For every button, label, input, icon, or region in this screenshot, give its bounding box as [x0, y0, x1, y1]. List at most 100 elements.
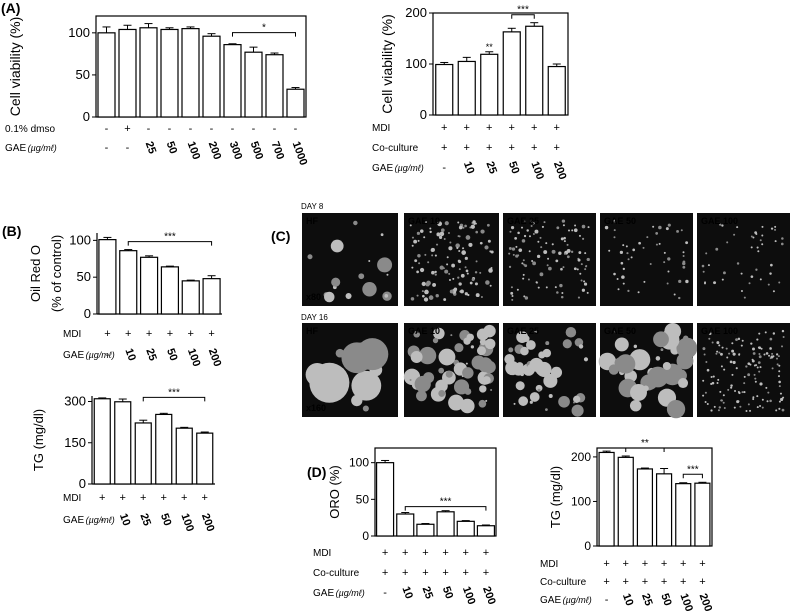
lipid-droplet [459, 290, 462, 293]
lipid-droplet [775, 409, 778, 412]
lipid-droplet [537, 388, 541, 392]
panel-label-c: (C) [271, 228, 290, 244]
lipid-droplet [685, 279, 689, 284]
row-dose: 200 [199, 512, 217, 533]
lipid-droplet [483, 324, 496, 338]
lipid-droplet [476, 346, 486, 356]
bar [636, 468, 654, 547]
lipid-droplet [485, 280, 490, 285]
lipid-droplet [550, 366, 563, 379]
lipid-droplet [523, 220, 526, 223]
lipid-droplet [630, 256, 633, 259]
lipid-droplet [676, 352, 694, 370]
row-label: GAE [5, 143, 26, 154]
lipid-droplet [534, 330, 537, 334]
chart-b-top: 0 50 100 Oil Red O (% of control) *** MDI + + + + +… [28, 232, 223, 369]
lipid-droplet [440, 228, 445, 232]
lipid-droplet [520, 372, 524, 377]
lipid-droplet [539, 236, 542, 239]
lipid-droplet [570, 250, 574, 254]
lipid-droplet [759, 405, 762, 408]
lipid-droplet [613, 330, 616, 333]
lipid-droplet [434, 273, 437, 276]
y-tick-label: 0 [420, 107, 427, 122]
micrograph-panel: DAY 8 DAY 16 HF x80 GAE 10 GAE 25 GAE 50 GAE … [301, 202, 790, 419]
lipid-droplet [756, 338, 759, 341]
lipid-droplet [734, 390, 737, 393]
bar [457, 60, 476, 116]
row-dose: 200 [206, 347, 224, 368]
lipid-droplet [781, 329, 785, 333]
lipid-droplet [715, 352, 718, 355]
lipid-droplet [780, 242, 784, 246]
lipid-droplet [732, 352, 736, 356]
row-dose: 1000 [290, 140, 310, 167]
row-symbol: + [463, 547, 469, 559]
lipid-droplet [443, 298, 447, 302]
lipid-droplet [362, 282, 377, 297]
lipid-droplet [478, 399, 487, 408]
row-label: GAE [63, 350, 84, 361]
bar [160, 28, 179, 118]
lipid-droplet [667, 223, 671, 227]
lipid-droplet [434, 270, 437, 274]
lipid-droplet [708, 337, 711, 340]
lipid-droplet [439, 265, 444, 270]
lipid-droplet [736, 400, 740, 404]
row-symbol: - [105, 142, 109, 154]
lipid-droplet [718, 351, 721, 354]
lipid-droplet [416, 390, 427, 402]
lipid-droplet [754, 380, 757, 383]
lipid-droplet [517, 231, 520, 235]
lipid-droplet [513, 402, 516, 405]
lipid-droplet [414, 373, 419, 379]
lipid-droplet [666, 282, 669, 285]
lipid-droplet [510, 226, 515, 230]
micrograph-label: GAE 10 [408, 216, 440, 226]
lipid-droplet [474, 282, 478, 286]
lipid-droplet [528, 235, 531, 238]
micrograph-label: GAE 50 [604, 326, 636, 336]
lipid-droplet [638, 241, 641, 245]
bar [181, 280, 200, 315]
micrograph-image [600, 213, 693, 306]
lipid-droplet [431, 254, 434, 257]
significance-bracket [625, 447, 665, 453]
row-label: MDI [63, 329, 81, 340]
lipid-droplet [438, 235, 443, 239]
bar [416, 523, 435, 537]
lipid-droplet [425, 282, 430, 287]
row-symbol: + [146, 328, 152, 340]
bar [175, 427, 193, 485]
lipid-droplet [511, 295, 514, 298]
lipid-droplet [573, 267, 577, 271]
row-symbol: - [189, 123, 193, 135]
row-label: Co-culture [372, 143, 419, 154]
lipid-droplet [678, 279, 682, 283]
lipid-droplet [676, 229, 679, 233]
lipid-droplet [514, 237, 518, 240]
row-dose: 100 [178, 512, 196, 533]
row-dose: 25 [143, 347, 158, 363]
lipid-droplet [474, 222, 477, 225]
lipid-droplet [749, 409, 752, 412]
lipid-droplet [754, 377, 757, 380]
row-dose: 10 [122, 347, 137, 363]
lipid-droplet [433, 327, 445, 340]
lipid-droplet [615, 354, 636, 374]
bar [134, 422, 152, 485]
lipid-droplet [722, 394, 725, 397]
row-symbol: + [441, 122, 447, 134]
significance-bracket [232, 32, 296, 37]
row-dose: 25 [143, 140, 158, 156]
row-symbol: + [208, 328, 214, 340]
lipid-droplet [613, 229, 616, 232]
lipid-droplet [716, 382, 719, 385]
lipid-droplet [515, 381, 525, 391]
lipid-droplet [627, 289, 630, 293]
significance-bracket [511, 14, 535, 19]
lipid-droplet [410, 351, 423, 363]
micrograph-label: GAE 50 [604, 216, 636, 226]
lipid-droplet [630, 384, 647, 401]
row-label: MDI [372, 123, 390, 134]
